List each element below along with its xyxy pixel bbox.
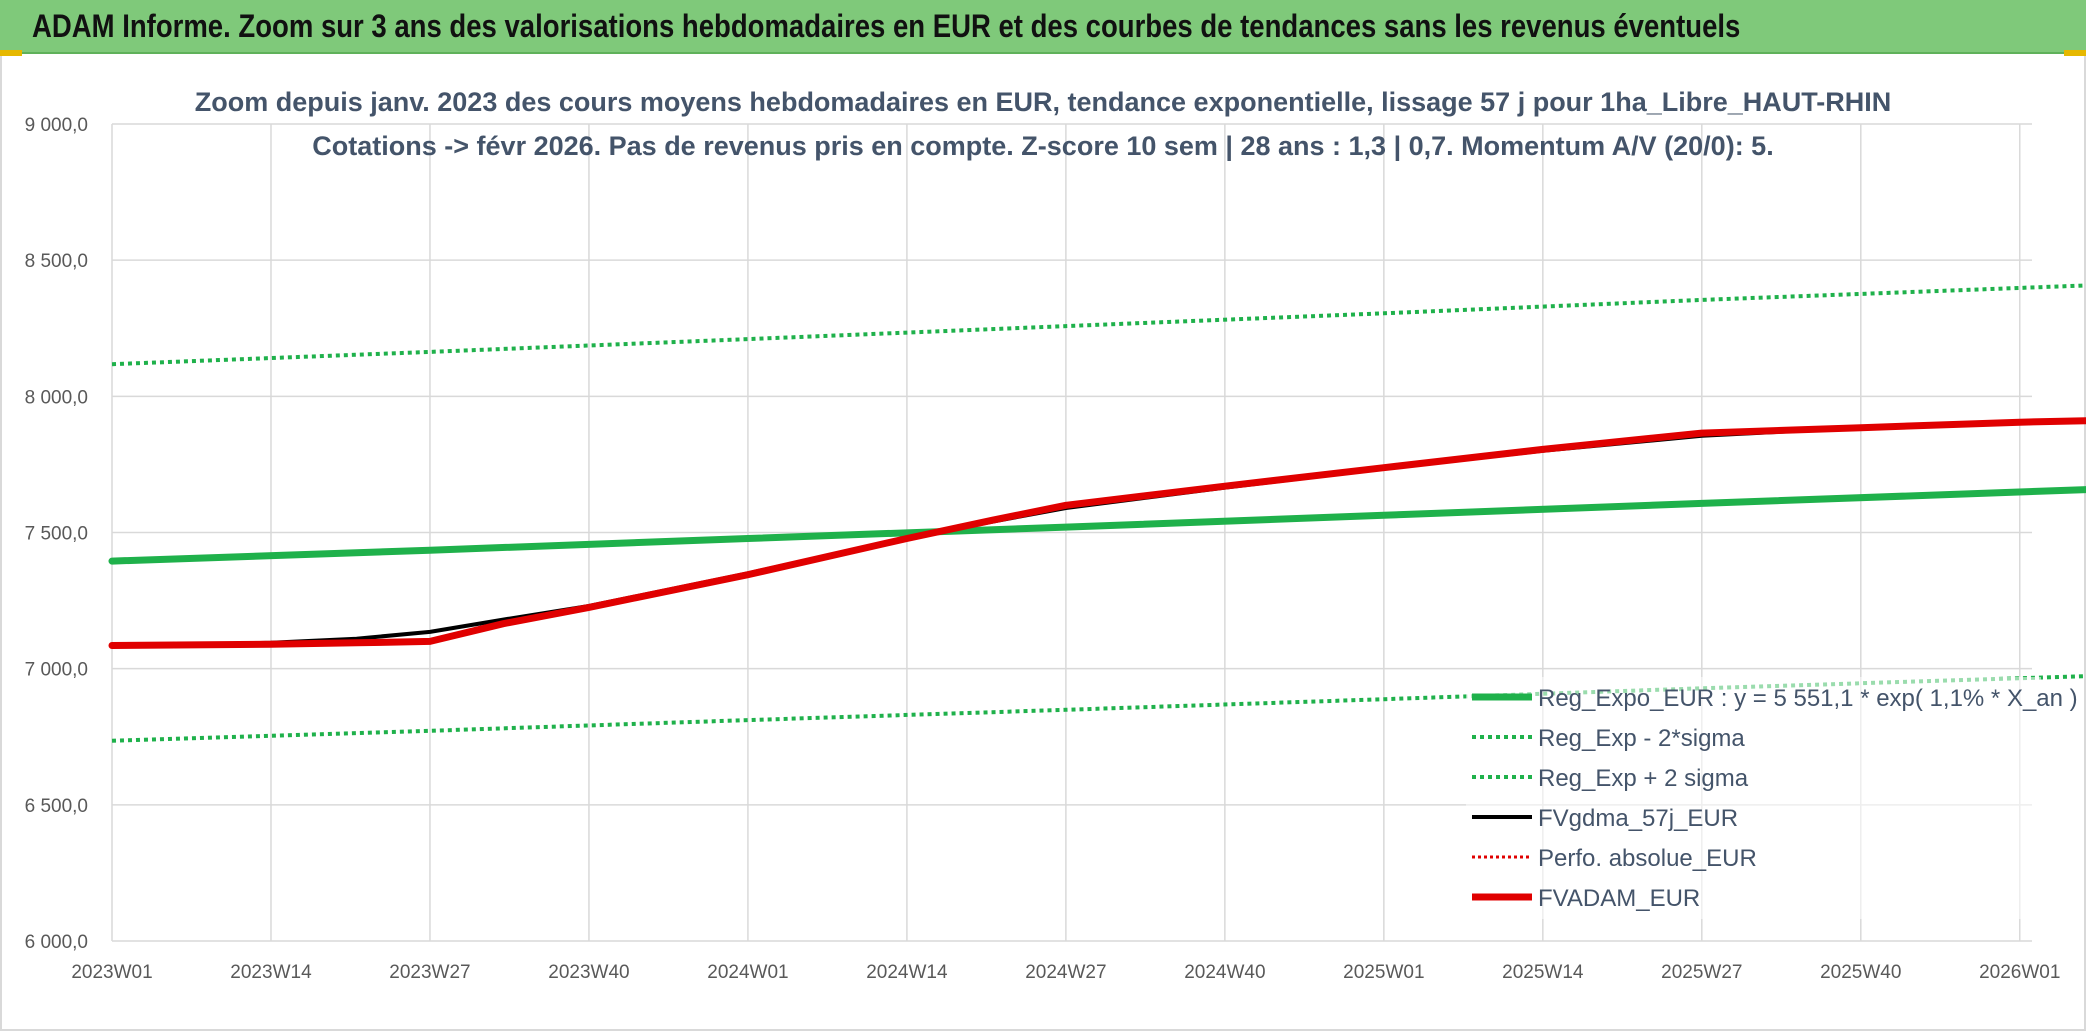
x-tick-label: 2025W27 (1661, 962, 1742, 983)
legend-label-6: FVADAM_EUR (1538, 885, 1700, 912)
legend-label-2: Reg_Exp - 2*sigma (1538, 725, 1745, 752)
x-tick-label: 2026W01 (1979, 962, 2060, 983)
x-tick-label: 2024W40 (1184, 962, 1265, 983)
x-tick-label: 2024W14 (866, 962, 948, 983)
grid: 6 000,0 6 500,0 7 000,0 7 500,0 8 000,0 8 500… (25, 115, 2061, 983)
legend-label-5: Perfo. absolue_EUR (1538, 845, 1757, 872)
y-tick-label: 8 000,0 (25, 387, 88, 408)
series-line-2 (111, 674, 2086, 743)
x-tick-label: 2023W14 (230, 962, 312, 983)
legend-label-3: Reg_Exp + 2 sigma (1538, 765, 1749, 792)
corner-mark-right (2064, 50, 2086, 56)
x-tick-label: 2023W27 (389, 962, 470, 983)
chart-title: Zoom depuis janv. 2023 des cours moyens … (195, 87, 1892, 161)
chart-frame (0, 56, 2086, 1031)
report-title: ADAM Informe. Zoom sur 3 ans des valoris… (32, 8, 1741, 44)
report-banner: ADAM Informe. Zoom sur 3 ans des valoris… (0, 0, 2086, 54)
chart-title-line-1: Zoom depuis janv. 2023 des cours moyens … (195, 87, 1892, 117)
y-tick-label: 9 000,0 (25, 115, 88, 136)
legend-label-4: FVgdma_57j_EUR (1538, 805, 1738, 832)
x-tick-label: 2023W01 (71, 962, 152, 983)
legend: Reg_Expo_EUR : y = 5 551,1 * exp( 1,1% *… (1466, 677, 2078, 919)
x-tick-label: 2023W40 (548, 962, 629, 983)
series-line-6 (108, 417, 2086, 649)
x-tick-label: 2024W01 (707, 962, 788, 983)
x-tick-label: 2024W27 (1025, 962, 1106, 983)
x-tick-label: 2025W01 (1343, 962, 1424, 983)
y-tick-label: 8 500,0 (25, 251, 88, 272)
y-tick-label: 6 000,0 (25, 932, 88, 953)
y-tick-label: 6 500,0 (25, 796, 88, 817)
series-line-3 (111, 283, 2086, 367)
x-tick-label: 2025W40 (1820, 962, 1901, 983)
corner-mark-left (0, 50, 22, 56)
x-tick-label: 2025W14 (1502, 962, 1584, 983)
legend-label-1: Reg_Expo_EUR : y = 5 551,1 * exp( 1,1% *… (1538, 685, 2078, 712)
legend-background (1466, 677, 2041, 919)
series-line-1 (108, 486, 2086, 565)
y-tick-label: 7 000,0 (25, 660, 88, 681)
series-lines (108, 283, 2086, 743)
y-tick-label: 7 500,0 (25, 524, 88, 545)
chart-title-line-2: Cotations -> févr 2026. Pas de revenus p… (312, 131, 1773, 161)
